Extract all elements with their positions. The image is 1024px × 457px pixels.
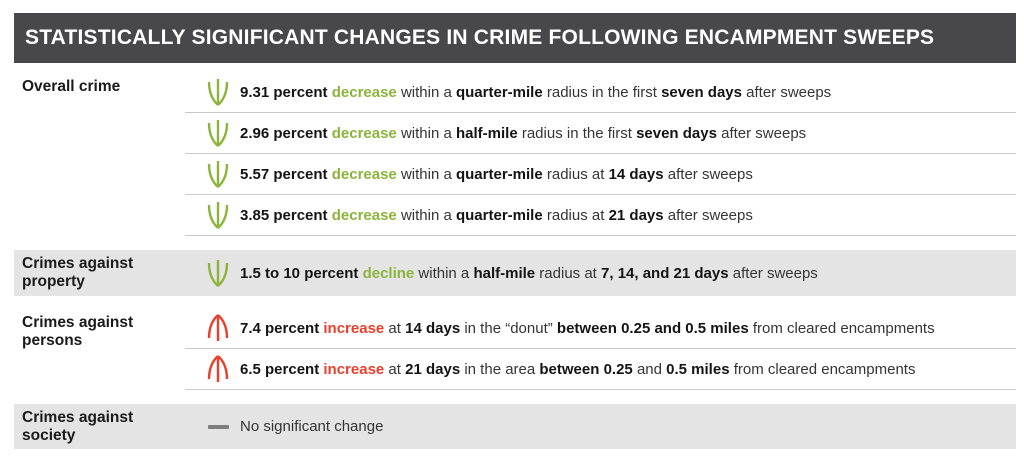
category-label: Overall crime [22,78,121,95]
section-property: Crimes against property 1.5 to 10 percent… [14,250,1016,296]
category-label-column: Crimes against persons [14,308,185,390]
category-label-column: Crimes against property [14,250,185,296]
table-row: 1.5 to 10 percent decline within a half-… [185,250,1016,296]
finding-text: 1.5 to 10 percent decline within a half-… [240,264,818,282]
table-row: 2.96 percent decrease within a half-mile… [185,113,1016,154]
category-label-column: Overall crime [14,72,185,236]
table-row: 7.4 percent increase at 14 days in the “… [185,308,1016,349]
section-overall: Overall crime 9.31 percent decrease withi… [14,72,1016,236]
detail-rows: 1.5 to 10 percent decline within a half-… [185,250,1016,296]
increase-arrow-icon [205,313,231,343]
decrease-arrow-icon [205,159,231,189]
finding-text: 5.57 percent decrease within a quarter-m… [240,165,753,183]
no-change-dash-icon [205,412,231,442]
finding-text: 6.5 percent increase at 21 days in the a… [240,360,916,378]
section-society: Crimes against society No significant cha… [14,404,1016,449]
category-label: Crimes against persons [22,314,134,349]
section-persons: Crimes against persons 7.4 percent increa… [14,308,1016,390]
decrease-arrow-icon [205,118,231,148]
detail-rows: 9.31 percent decrease within a quarter-m… [185,72,1016,236]
table-row: 5.57 percent decrease within a quarter-m… [185,154,1016,195]
decrease-arrow-icon [205,258,231,288]
sections-container: Overall crime 9.31 percent decrease withi… [14,72,1016,449]
decrease-arrow-icon [205,77,231,107]
page-title: STATISTICALLY SIGNIFICANT CHANGES IN CRI… [25,26,935,49]
table-row: 9.31 percent decrease within a quarter-m… [185,72,1016,113]
finding-text: No significant change [240,418,384,435]
finding-text: 2.96 percent decrease within a half-mile… [240,124,807,142]
table-row: 6.5 percent increase at 21 days in the a… [185,349,1016,390]
finding-text: 3.85 percent decrease within a quarter-m… [240,206,753,224]
category-label: Crimes against property [22,255,134,290]
detail-rows: No significant change [185,404,1016,449]
detail-rows: 7.4 percent increase at 14 days in the “… [185,308,1016,390]
increase-arrow-icon [205,354,231,384]
header-bar: STATISTICALLY SIGNIFICANT CHANGES IN CRI… [14,13,1016,63]
finding-text: 9.31 percent decrease within a quarter-m… [240,83,832,101]
decrease-arrow-icon [205,200,231,230]
category-label: Crimes against society [22,408,134,444]
table-row: No significant change [185,404,1016,449]
finding-text: 7.4 percent increase at 14 days in the “… [240,319,935,337]
category-label-column: Crimes against society [14,404,185,449]
table-row: 3.85 percent decrease within a quarter-m… [185,195,1016,236]
